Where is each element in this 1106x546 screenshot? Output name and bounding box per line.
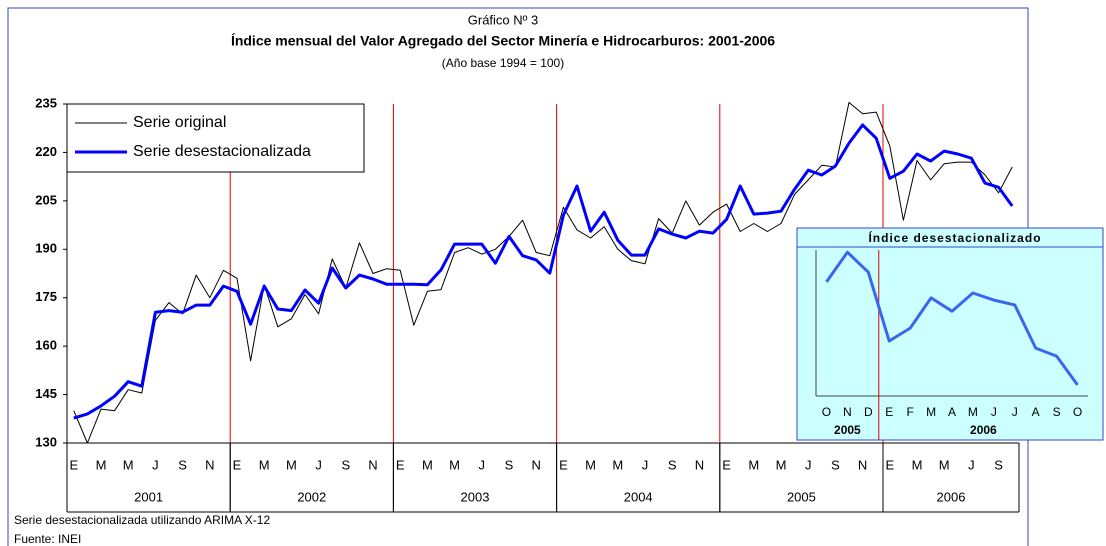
series-line — [73, 123, 1014, 420]
inset-x-tick-label: O — [822, 405, 831, 419]
x-tick-label: N — [368, 457, 377, 472]
x-tick-label: S — [505, 457, 514, 472]
y-tick-label: 190 — [35, 241, 57, 256]
legend-label: Serie desestacionalizada — [133, 143, 311, 160]
legend-box — [66, 103, 365, 173]
inset-year-label: 2005 — [834, 423, 861, 437]
x-tick-label: J — [479, 457, 486, 472]
x-tick-label: E — [69, 457, 78, 472]
x-tick-label: J — [968, 457, 975, 472]
year-label: 2001 — [134, 489, 163, 504]
x-tick-label: M — [776, 457, 787, 472]
legend-label: Serie original — [133, 114, 226, 131]
y-tick-label: 205 — [35, 192, 57, 207]
y-tick-label: 175 — [35, 289, 57, 304]
x-tick-label: E — [559, 457, 568, 472]
inset-x-tick-label: A — [948, 405, 956, 419]
x-tick-label: M — [123, 457, 134, 472]
x-tick-label: S — [994, 457, 1003, 472]
x-tick-label: M — [259, 457, 270, 472]
x-tick-label: S — [178, 457, 187, 472]
x-tick-label: S — [341, 457, 350, 472]
x-tick-label: N — [205, 457, 214, 472]
chart-subtitle: Índice mensual del Valor Agregado del Se… — [231, 33, 775, 49]
inset-x-tick-label: E — [885, 405, 893, 419]
y-tick-label: 220 — [35, 144, 57, 159]
inset-x-tick-label: O — [1073, 405, 1082, 419]
year-label: 2003 — [461, 489, 490, 504]
y-tick-label: 130 — [35, 434, 57, 449]
series-line — [73, 101, 1013, 444]
x-tick-label: J — [315, 457, 322, 472]
x-tick-label: M — [422, 457, 433, 472]
x-tick-label: M — [286, 457, 297, 472]
y-tick-label: 160 — [35, 338, 57, 353]
y-tick-label: 145 — [35, 386, 57, 401]
inset-x-tick-label: S — [1053, 405, 1061, 419]
x-tick-label: E — [233, 457, 242, 472]
x-tick-label: S — [831, 457, 840, 472]
chart-note: (Año base 1994 = 100) — [442, 56, 564, 70]
x-tick-label: N — [695, 457, 704, 472]
inset-x-tick-label: M — [968, 405, 978, 419]
chart-title: Gráfico Nº 3 — [468, 12, 539, 27]
x-tick-label: E — [722, 457, 731, 472]
inset-x-tick-label: D — [864, 405, 873, 419]
x-tick-label: N — [532, 457, 541, 472]
inset-x-tick-label: A — [1032, 405, 1040, 419]
inset-box — [796, 227, 1104, 441]
inset-x-tick-label: M — [926, 405, 936, 419]
inset-x-tick-label: N — [843, 405, 852, 419]
inset-year-label: 2006 — [970, 423, 997, 437]
series-line — [825, 250, 1079, 386]
year-label: 2006 — [937, 489, 966, 504]
x-tick-label: M — [612, 457, 623, 472]
footnote: Fuente: INEI — [14, 532, 81, 546]
x-tick-label: M — [96, 457, 107, 472]
x-tick-label: M — [585, 457, 596, 472]
year-label: 2005 — [787, 489, 816, 504]
inset-x-tick-label: J — [991, 405, 997, 419]
y-tick-label: 235 — [35, 95, 57, 110]
x-tick-label: S — [668, 457, 677, 472]
x-tick-label: M — [449, 457, 460, 472]
x-tick-label: E — [396, 457, 405, 472]
x-tick-label: J — [642, 457, 649, 472]
x-tick-label: M — [912, 457, 923, 472]
inset-title: Índice desestacionalizado — [868, 230, 1041, 245]
x-tick-label: M — [748, 457, 759, 472]
footnote: Serie desestacionalizada utilizando ARIM… — [14, 513, 270, 527]
year-label: 2004 — [624, 489, 653, 504]
x-tick-label: M — [939, 457, 950, 472]
x-tick-label: J — [805, 457, 812, 472]
x-tick-label: J — [152, 457, 159, 472]
year-label: 2002 — [297, 489, 326, 504]
inset-x-tick-label: F — [906, 405, 913, 419]
x-tick-label: E — [885, 457, 894, 472]
x-tick-label: N — [858, 457, 867, 472]
inset-x-tick-label: J — [1012, 405, 1018, 419]
